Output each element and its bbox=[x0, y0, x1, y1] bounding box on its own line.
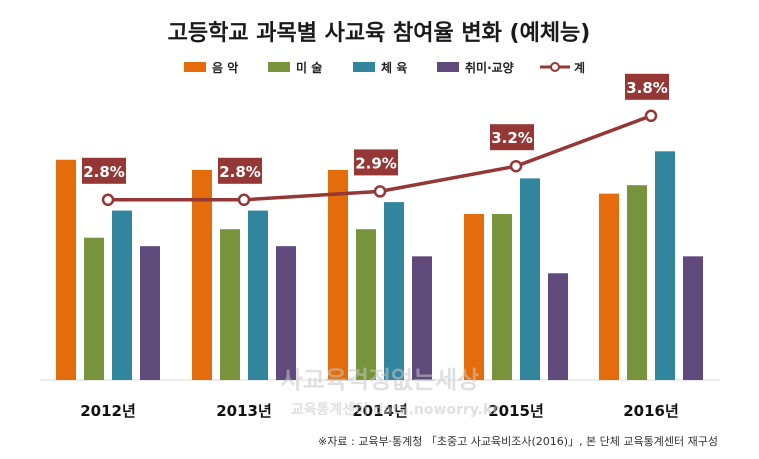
data-label-box bbox=[218, 157, 262, 184]
data-label-box bbox=[625, 73, 669, 100]
bar-4-2014년 bbox=[412, 256, 432, 380]
data-label-box bbox=[354, 149, 398, 176]
legend-swatch bbox=[184, 62, 206, 72]
legend-label: 체 육 bbox=[381, 60, 407, 75]
data-label: 2.8% bbox=[83, 163, 125, 181]
total-line-marker bbox=[373, 185, 387, 198]
bar-3-2014년 bbox=[384, 202, 404, 380]
legend-label: 미 술 bbox=[296, 60, 322, 75]
bar-4-2012년 bbox=[140, 246, 160, 380]
watermark-title: 사교육걱정없는세상 bbox=[281, 366, 480, 394]
data-label: 3.2% bbox=[491, 129, 533, 147]
x-tick-label: 2012년 bbox=[80, 402, 136, 420]
x-tick-label: 2013년 bbox=[216, 402, 272, 420]
bar-4-2016년 bbox=[683, 256, 703, 380]
legend-label: 취미·교양 bbox=[465, 60, 514, 75]
watermark-subtitle: 교육통계센터 data.noworry.kr bbox=[291, 402, 499, 418]
bar-1-2015년 bbox=[464, 213, 484, 380]
bar-3-2015년 bbox=[520, 178, 540, 380]
total-line-marker bbox=[644, 109, 658, 123]
data-label: 3.8% bbox=[626, 79, 668, 97]
bar-4-2013년 bbox=[276, 246, 296, 380]
x-tick-label: 2015년 bbox=[488, 402, 544, 420]
bar-2-2013년 bbox=[220, 229, 240, 380]
data-label: 2.9% bbox=[355, 154, 397, 172]
bar-3-2012년 bbox=[112, 210, 132, 380]
bars bbox=[56, 151, 703, 380]
legend-swatch bbox=[353, 62, 375, 72]
data-label: 2.8% bbox=[219, 163, 261, 181]
chart-title: 고등학교 과목별 사교육 참여율 변화 (예체능) bbox=[168, 21, 591, 46]
total-line-marker bbox=[237, 193, 251, 207]
bar-2-2016년 bbox=[627, 185, 647, 380]
x-tick-label: 2016년 bbox=[623, 402, 679, 420]
bar-2-2012년 bbox=[84, 237, 104, 380]
source-note: ※자료 : 교육부·통계청 「초중고 사교육비조사(2016)」, 본 단체 교… bbox=[318, 435, 718, 448]
total-line-marker bbox=[509, 159, 523, 173]
bar-2-2014년 bbox=[356, 229, 376, 380]
bar-4-2015년 bbox=[548, 273, 568, 380]
total-line-marker bbox=[101, 193, 115, 207]
bar-1-2012년 bbox=[56, 159, 76, 380]
legend-line-marker bbox=[550, 62, 560, 72]
data-label-box bbox=[82, 157, 126, 184]
legend-label: 음 악 bbox=[212, 60, 238, 75]
legend-swatch bbox=[437, 62, 459, 72]
bar-3-2013년 bbox=[248, 210, 268, 380]
bar-2-2015년 bbox=[492, 213, 512, 380]
bar-1-2016년 bbox=[599, 193, 619, 380]
data-label-box bbox=[490, 124, 534, 151]
bar-1-2013년 bbox=[192, 169, 212, 380]
total-line: 2.8% 2.8% 2.9% 3.2% 3.8% bbox=[82, 73, 669, 207]
legend-swatch bbox=[268, 62, 290, 72]
legend: 음 악 미 술 체 육 취미·교양 계 bbox=[184, 60, 585, 75]
x-tick-label: 2014년 bbox=[352, 402, 408, 420]
bar-3-2016년 bbox=[655, 151, 675, 380]
legend-label: 계 bbox=[574, 60, 585, 75]
x-axis-labels: 2012년 2013년 2014년 2015년 2016년 bbox=[80, 402, 679, 420]
bar-1-2014년 bbox=[328, 169, 348, 380]
